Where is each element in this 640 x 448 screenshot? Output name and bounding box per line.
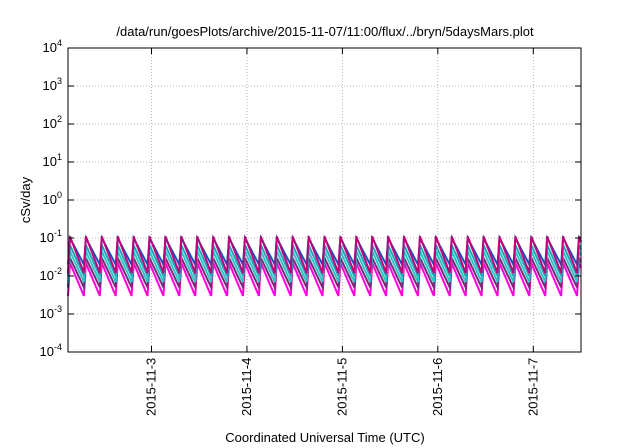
- y-axis-label: cSv/day: [18, 176, 33, 223]
- tick-group: 10-4 10-3 10-2 10-1 100 101 102 103 104 2015-11-3…: [40, 38, 581, 416]
- y-tick-label: 100: [43, 190, 62, 207]
- x-tick-label: 2015-11-6: [430, 358, 445, 416]
- series-line: [67, 236, 582, 274]
- y-tick-label: 104: [43, 38, 62, 55]
- x-tick-label: 2015-11-7: [525, 358, 540, 416]
- x-axis-label: Coordinated Universal Time (UTC): [225, 430, 424, 445]
- x-tick-label: 2015-11-3: [144, 358, 159, 416]
- series-group: [67, 234, 582, 297]
- y-tick-label: 10-4: [40, 342, 62, 359]
- y-tick-label: 102: [43, 114, 62, 131]
- y-tick-label: 10-2: [40, 266, 62, 283]
- y-tick-label: 101: [43, 152, 62, 169]
- y-tick-label: 103: [43, 76, 62, 93]
- y-tick-label: 10-1: [40, 228, 62, 245]
- x-tick-label: 2015-11-5: [334, 358, 349, 416]
- grid: [68, 48, 581, 352]
- y-tick-label: 10-3: [40, 304, 62, 321]
- x-tick-label: 2015-11-4: [239, 358, 254, 416]
- plot-frame: [67, 47, 582, 353]
- chart-title: /data/run/goesPlots/archive/2015-11-07/1…: [116, 24, 534, 39]
